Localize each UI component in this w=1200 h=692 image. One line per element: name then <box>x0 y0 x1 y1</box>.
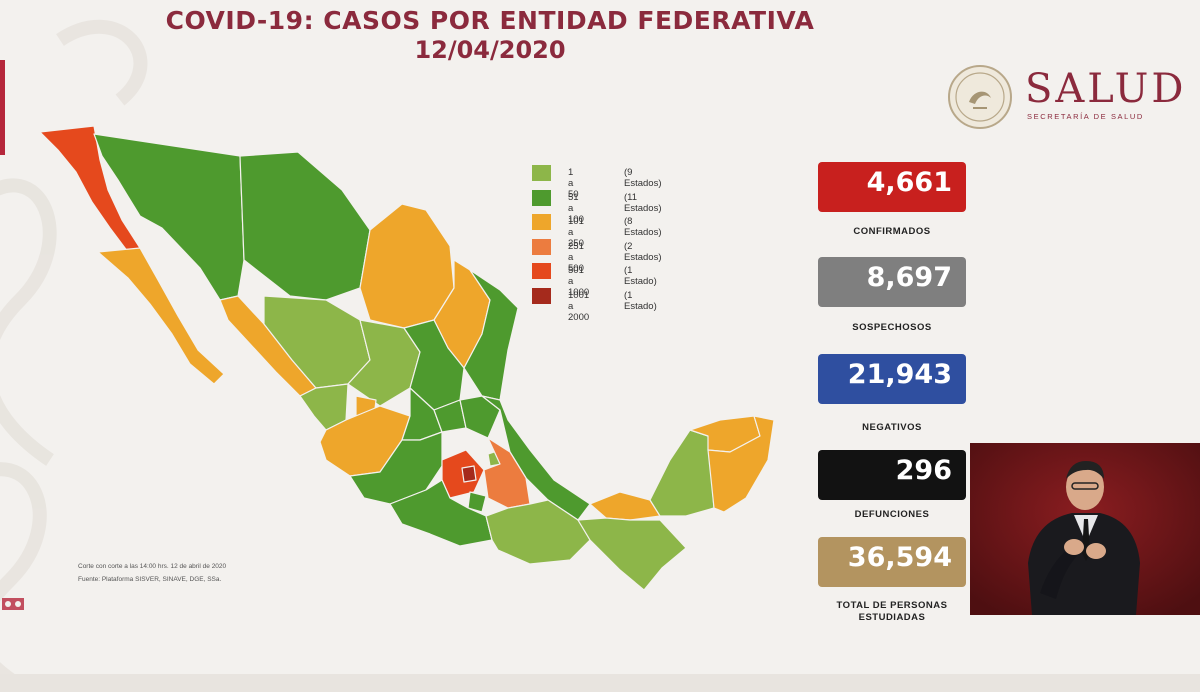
stat-suspected-value: 8,697 <box>866 262 952 293</box>
header: COVID-19: CASOS POR ENTIDAD FEDERATIVA 1… <box>110 6 870 64</box>
stat-confirmed-box: 4,661 <box>818 162 966 212</box>
legend-swatch <box>532 214 551 231</box>
state-coahuila <box>359 203 455 329</box>
stat-suspected-label: SOSPECHOSOS <box>852 322 932 333</box>
legend-swatch <box>532 263 551 280</box>
stat-negative-value: 21,943 <box>847 359 952 390</box>
national-seal-icon <box>948 65 1012 129</box>
legend-count: (8 Estados) <box>624 216 662 239</box>
note-source: Fuente: Plataforma SISVER, SINAVE, DGE, … <box>78 576 222 583</box>
state-baja-california-sur <box>97 247 225 385</box>
note-cutoff: Corte con corte a las 14:00 hrs. 12 de a… <box>78 563 227 570</box>
salud-logo: SALUD SECRETARÍA DE SALUD <box>945 62 1200 134</box>
state-michoacan <box>349 431 443 505</box>
state-chihuahua <box>239 151 371 301</box>
legend-range: 501 a 1000 <box>568 265 590 299</box>
state-ciudad-de-mexico <box>461 465 477 483</box>
legend-swatch <box>532 165 551 181</box>
stat-deaths-value: 296 <box>895 455 952 486</box>
state-quintana-roo <box>707 415 775 513</box>
stat-confirmed-value: 4,661 <box>866 167 952 198</box>
stat-total-value: 36,594 <box>847 542 952 573</box>
legend-range: 1001 a 2000 <box>568 289 590 323</box>
logo-subtitle: SECRETARÍA DE SALUD <box>1027 112 1144 121</box>
stat-suspected-box: 8,697 <box>818 257 966 307</box>
logo-text: SALUD <box>1025 66 1187 112</box>
legend-range: 251 a 500 <box>568 240 584 274</box>
stat-confirmed-label: CONFIRMADOS <box>853 226 931 237</box>
left-accent-bar <box>0 60 5 155</box>
interpreter-video <box>970 443 1200 615</box>
legend-count: (11 Estados) <box>624 191 662 214</box>
legend-count: (2 Estados) <box>624 240 662 263</box>
footer-strip <box>0 674 1200 692</box>
legend-count: (1 Estado) <box>624 265 657 288</box>
state-campeche <box>649 429 715 517</box>
stat-total-box: 36,594 <box>818 537 966 587</box>
state-tabasco <box>589 491 661 521</box>
mexico-map <box>39 125 775 591</box>
legend-range: 1 a 50 <box>568 167 579 200</box>
state-hidalgo <box>459 395 501 439</box>
state-veracruz <box>481 395 591 521</box>
stat-total-label: TOTAL DE PERSONAS ESTUDIADAS <box>836 600 948 623</box>
corner-emblem-icon <box>2 598 24 610</box>
state-morelos <box>467 491 487 513</box>
legend-count: (1 Estado) <box>624 289 657 312</box>
legend-swatch <box>532 238 551 255</box>
stat-deaths-label: DEFUNCIONES <box>854 509 930 520</box>
stat-negative-box: 21,943 <box>818 354 966 404</box>
stat-deaths-box: 296 <box>818 450 966 500</box>
stat-negative-label: NEGATIVOS <box>862 422 922 433</box>
state-chiapas <box>577 517 687 591</box>
page-title: COVID-19: CASOS POR ENTIDAD FEDERATIVA <box>165 6 815 35</box>
legend-count: (9 Estados) <box>624 167 662 189</box>
legend-swatch <box>532 189 551 206</box>
interpreter-figure <box>970 443 1200 615</box>
legend-range: 51 a 100 <box>568 191 584 225</box>
page-date: 12/04/2020 <box>414 36 566 64</box>
legend-range: 101 a 250 <box>568 216 584 250</box>
legend-swatch <box>532 287 551 304</box>
